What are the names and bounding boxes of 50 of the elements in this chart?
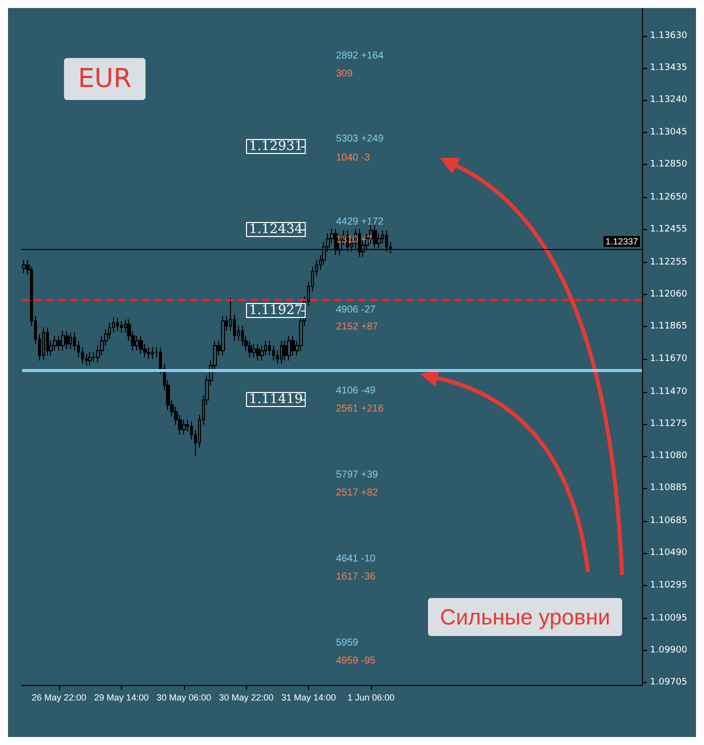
y-tick-label: 1.13240: [650, 95, 688, 106]
y-tick-label: 1.11080: [650, 451, 688, 462]
x-tick-label: 30 May 22:00: [218, 692, 274, 702]
annotation: 5303 +249: [336, 134, 384, 144]
annotation: 2561 +216: [336, 404, 384, 414]
annotation: 1310 +7: [336, 234, 373, 246]
y-tick-label: 1.12060: [650, 290, 688, 300]
y-tick-label: 1.10885: [650, 483, 688, 494]
annotation: 2152 +87: [336, 322, 378, 332]
y-tick-label: 1.10685: [650, 516, 688, 526]
annotation: 1.12434: [249, 222, 303, 237]
annotation: 1617 -36: [336, 572, 376, 582]
annotation: 1.11419: [249, 392, 303, 407]
y-tick-label: 1.12455: [650, 224, 688, 235]
y-tick-label: 1.09705: [650, 678, 688, 688]
y-tick-label: 1.13045: [650, 127, 688, 138]
y-tick-label: 1.11865: [650, 322, 688, 332]
y-tick-label: 1.10095: [650, 613, 688, 624]
annotation: 4906 -27: [336, 304, 376, 316]
annotation: 1040 -3: [336, 152, 370, 164]
y-tick-label: 1.12650: [650, 192, 688, 202]
y-tick-label: 1.10295: [650, 580, 688, 590]
annotation: 4106 -49: [336, 386, 376, 396]
annotation: 4959 -95: [336, 656, 376, 666]
annotation: 1.11927: [249, 303, 303, 318]
x-tick-label: 26 May 22:00: [32, 692, 86, 702]
annotation: 309: [336, 68, 354, 80]
annotation: 4641 -10: [336, 554, 376, 564]
annotation: 1.12931: [249, 139, 303, 154]
annotation: 4429 +172: [336, 216, 384, 228]
x-tick-label: 31 May 14:00: [281, 692, 336, 702]
x-tick-label: 30 May 06:00: [156, 692, 212, 702]
annotation: Сильные уровни: [440, 604, 610, 630]
ref-line-label: 1.12337: [605, 236, 638, 246]
text: EUR: [78, 64, 132, 94]
y-tick-label: 1.11470: [650, 386, 688, 397]
x-tick-label: 1 Jun 06:00: [347, 692, 395, 702]
annotation: 2517 +82: [336, 488, 378, 498]
x-tick-label: 29 May 14:00: [94, 692, 149, 702]
y-tick-label: 1.13435: [650, 63, 688, 74]
annotation: 5959: [336, 638, 359, 648]
y-tick-label: 1.13630: [650, 31, 688, 41]
annotation: 5797 +39: [336, 470, 378, 480]
y-tick-label: 1.10490: [650, 548, 688, 558]
y-tick-label: 1.11275: [650, 418, 688, 429]
y-tick-label: 1.11670: [650, 354, 688, 364]
y-tick-label: 1.09900: [650, 645, 688, 656]
y-tick-label: 1.12850: [650, 159, 688, 170]
y-tick-label: 1.12255: [650, 257, 688, 268]
annotation: 2892 +164: [336, 50, 384, 62]
